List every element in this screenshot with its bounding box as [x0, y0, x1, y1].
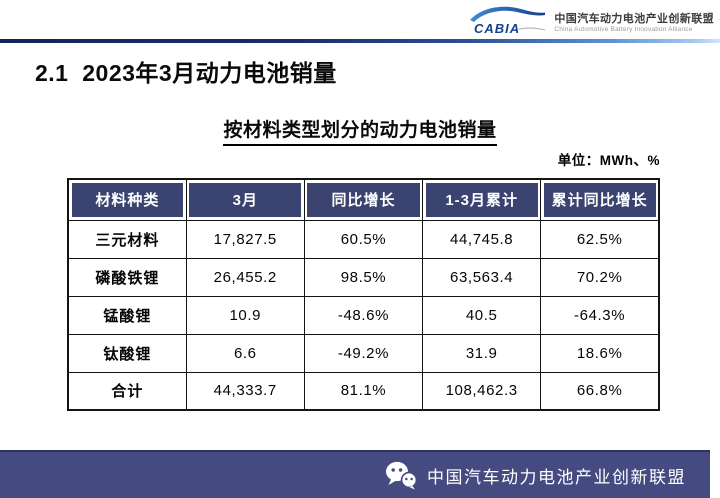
logo-wordmark: CABIA: [474, 21, 520, 36]
table-cell: 66.8%: [540, 371, 660, 411]
table-header-row: 材料种类 3月 同比增长 1-3月累计 累计同比增长: [67, 178, 660, 221]
unit-label: 单位：MWh、%: [557, 153, 660, 168]
table-title: 按材料类型划分的动力电池销量: [223, 115, 497, 146]
table-cell: 合计: [67, 371, 187, 411]
table-cell: 18.6%: [540, 333, 660, 373]
org-name-cn: 中国汽车动力电池产业创新联盟: [554, 12, 714, 25]
footer-banner: 中国汽车动力电池产业创新联盟: [0, 450, 710, 498]
table-title-wrap: 按材料类型划分的动力电池销量: [0, 115, 720, 146]
table-row-ternary: 三元材料 17,827.5 60.5% 44,745.8 62.5%: [67, 219, 660, 259]
table-cell: 10.9: [185, 295, 305, 335]
header-accent-line: [0, 39, 720, 43]
table-cell: 60.5%: [303, 219, 424, 259]
footer-org-name: 中国汽车动力电池产业创新联盟: [427, 467, 686, 487]
table-cell: -48.6%: [303, 295, 424, 335]
table-cell: 40.5: [422, 295, 542, 335]
table-cell: 磷酸铁锂: [67, 257, 187, 297]
table-row-lfp: 磷酸铁锂 26,455.2 98.5% 63,563.4 70.2%: [67, 257, 660, 297]
logo-underline-swoosh: [519, 27, 546, 31]
table-cell: 81.1%: [303, 371, 424, 411]
table-cell: 钛酸锂: [67, 333, 187, 373]
table-cell: 70.2%: [540, 257, 660, 297]
table-cell: 31.9: [422, 333, 542, 373]
wechat-icon: [386, 461, 418, 489]
table-cell: 63,563.4: [422, 257, 542, 297]
col-header-cumulative-yoy: 累计同比增长: [540, 178, 660, 221]
table-cell: 44,745.8: [422, 219, 542, 259]
table-cell: 26,455.2: [185, 257, 305, 297]
table-cell: 三元材料: [67, 219, 187, 259]
table-row-lto: 钛酸锂 6.6 -49.2% 31.9 18.6%: [67, 333, 660, 373]
col-header-cumulative: 1-3月累计: [422, 178, 542, 221]
table-cell: -49.2%: [303, 333, 424, 373]
table-cell: 62.5%: [540, 219, 660, 259]
org-name-block: 中国汽车动力电池产业创新联盟 China Automotive Battery …: [554, 9, 714, 33]
col-header-material: 材料种类: [67, 178, 187, 221]
col-header-yoy: 同比增长: [303, 178, 424, 221]
table-cell: 17,827.5: [185, 219, 305, 259]
table-cell: -64.3%: [540, 295, 660, 335]
table-cell: 44,333.7: [185, 371, 305, 411]
battery-sales-table: 材料种类 3月 同比增长 1-3月累计 累计同比增长 三元材料 17,827.5…: [67, 178, 660, 411]
car-swoosh-shape: [470, 6, 546, 22]
table-cell: 6.6: [185, 333, 305, 373]
col-header-march: 3月: [185, 178, 305, 221]
table-row-total: 合计 44,333.7 81.1% 108,462.3 66.8%: [67, 371, 660, 411]
table-row-lmo: 锰酸锂 10.9 -48.6% 40.5 -64.3%: [67, 295, 660, 335]
section-title: 2.1 2023年3月动力电池销量: [35, 60, 337, 86]
brand-header: CABIA 中国汽车动力电池产业创新联盟 China Automotive Ba…: [467, 3, 714, 39]
cabia-logo-icon: CABIA: [470, 6, 546, 36]
org-name-en: China Automotive Battery Innovation Alli…: [554, 25, 693, 33]
table-cell: 108,462.3: [422, 371, 542, 411]
table-cell: 锰酸锂: [67, 295, 187, 335]
table-cell: 98.5%: [303, 257, 424, 297]
